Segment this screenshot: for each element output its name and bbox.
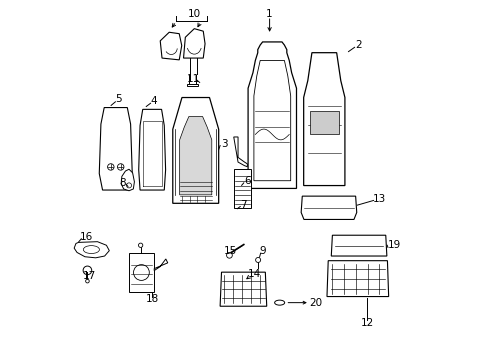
- Polygon shape: [139, 109, 165, 190]
- Polygon shape: [99, 108, 132, 190]
- Text: 1: 1: [266, 9, 272, 19]
- Polygon shape: [220, 272, 266, 306]
- Polygon shape: [160, 32, 182, 60]
- Polygon shape: [330, 235, 386, 256]
- Polygon shape: [121, 169, 134, 191]
- Circle shape: [138, 243, 142, 247]
- Polygon shape: [303, 53, 344, 185]
- Polygon shape: [74, 242, 109, 258]
- Ellipse shape: [83, 246, 99, 253]
- Polygon shape: [154, 259, 167, 271]
- Text: 7: 7: [240, 200, 246, 210]
- Polygon shape: [187, 84, 198, 86]
- Circle shape: [85, 279, 89, 283]
- Circle shape: [83, 266, 92, 275]
- Circle shape: [255, 257, 260, 262]
- Polygon shape: [179, 117, 211, 195]
- Circle shape: [133, 265, 149, 280]
- Circle shape: [226, 252, 232, 258]
- Text: 19: 19: [387, 240, 400, 250]
- Polygon shape: [326, 261, 388, 297]
- Circle shape: [126, 183, 131, 188]
- Circle shape: [107, 164, 114, 170]
- Text: 13: 13: [371, 194, 385, 204]
- Polygon shape: [129, 253, 154, 292]
- Polygon shape: [233, 169, 250, 208]
- Text: 2: 2: [354, 40, 361, 50]
- Circle shape: [117, 164, 123, 170]
- Polygon shape: [301, 196, 356, 220]
- Text: 6: 6: [244, 176, 250, 186]
- Text: 20: 20: [309, 298, 322, 308]
- Text: 17: 17: [83, 271, 96, 281]
- Text: 14: 14: [247, 269, 261, 279]
- Polygon shape: [247, 42, 296, 188]
- Text: 9: 9: [259, 246, 266, 256]
- Ellipse shape: [274, 300, 284, 305]
- Polygon shape: [183, 29, 204, 58]
- Text: 15: 15: [224, 246, 237, 256]
- Text: 11: 11: [186, 74, 200, 84]
- Text: 5: 5: [115, 94, 122, 104]
- Polygon shape: [309, 112, 338, 134]
- Polygon shape: [253, 60, 290, 181]
- Text: 18: 18: [145, 294, 158, 304]
- Text: 16: 16: [79, 232, 92, 242]
- Polygon shape: [233, 137, 247, 167]
- Text: 4: 4: [150, 96, 157, 106]
- Text: 12: 12: [360, 318, 373, 328]
- Text: 10: 10: [187, 9, 201, 19]
- Polygon shape: [172, 98, 218, 203]
- Text: 8: 8: [119, 178, 125, 188]
- Text: 3: 3: [221, 139, 227, 149]
